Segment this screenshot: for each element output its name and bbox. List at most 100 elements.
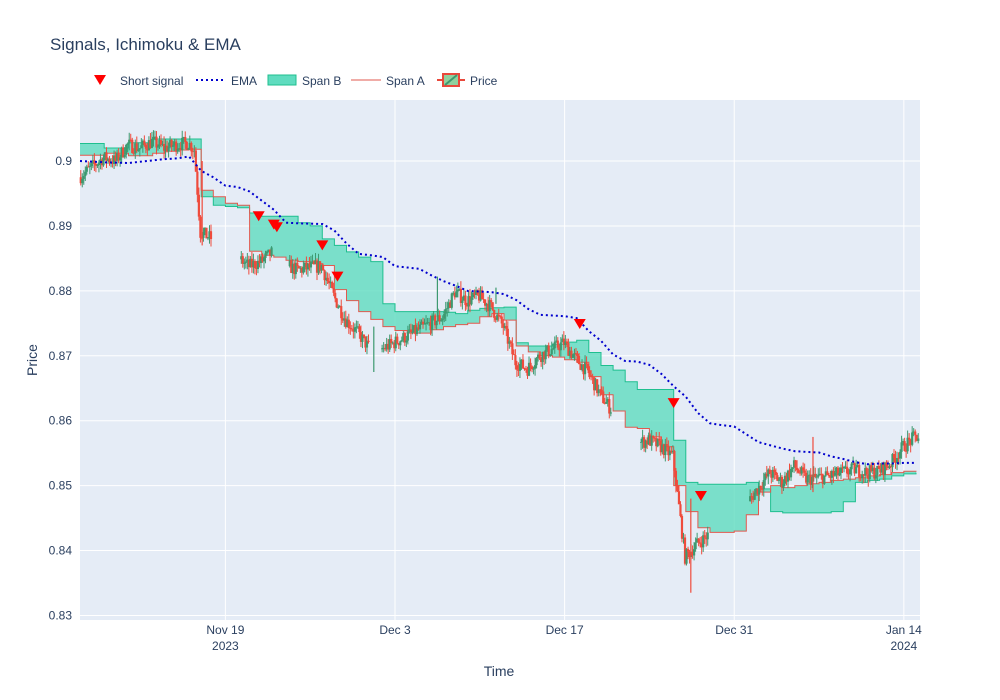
legend-item-span-b[interactable]: Span B <box>267 74 341 88</box>
candle-body <box>526 369 529 376</box>
candle-body <box>96 165 99 166</box>
candle-body <box>517 369 520 371</box>
candle-body <box>91 160 94 164</box>
candle-body <box>647 435 650 445</box>
candle-body <box>549 354 552 356</box>
candle-body <box>593 377 596 391</box>
candle-body <box>187 148 190 150</box>
legend-label-short-signal: Short signal <box>120 74 183 88</box>
candle-body <box>541 351 544 363</box>
candle-body <box>759 485 762 490</box>
candle-body <box>780 476 784 488</box>
short-signal-marker <box>270 222 283 233</box>
candle-body <box>308 263 311 268</box>
candle-body <box>573 353 576 355</box>
candle-body <box>665 444 668 446</box>
candle-body <box>144 144 147 149</box>
candle-body <box>590 375 593 377</box>
candle-body <box>241 256 244 264</box>
candle-body <box>652 435 655 438</box>
candle-body <box>850 463 853 470</box>
candle-body <box>355 326 358 328</box>
candle-body <box>491 302 494 311</box>
candle-body <box>643 437 646 448</box>
candle-body <box>156 146 160 148</box>
candle-body <box>641 437 644 442</box>
candle-body <box>558 347 561 351</box>
candle-body <box>194 150 197 172</box>
legend-fill-icon <box>267 74 297 86</box>
candle-body <box>467 296 470 307</box>
candle-body <box>477 294 481 301</box>
candle-body <box>533 365 537 369</box>
candle-body <box>158 140 161 147</box>
candle-body <box>908 437 911 440</box>
cloud-layer <box>80 138 917 533</box>
candle-body <box>844 466 847 468</box>
candle-body <box>646 440 649 445</box>
candle-body <box>341 318 344 321</box>
candle-body <box>818 473 821 476</box>
candle-body <box>576 353 579 356</box>
candle-body <box>149 140 152 148</box>
candle-body <box>329 281 332 284</box>
y-axis-title: Price <box>24 344 40 376</box>
candle-body <box>485 303 488 306</box>
candle-body <box>252 261 255 268</box>
candle-body <box>680 515 684 539</box>
legend-item-short-signal[interactable]: Short signal <box>94 74 183 88</box>
candle-body <box>530 366 534 370</box>
candle-body <box>176 148 179 152</box>
candle-body <box>586 364 590 371</box>
candle-body <box>94 163 98 166</box>
candle-body <box>305 262 308 270</box>
candle-body <box>559 342 562 351</box>
candle-body <box>898 451 902 459</box>
legend-item-ema[interactable]: EMA <box>196 74 257 88</box>
candle-body <box>544 349 547 360</box>
candle-body <box>164 145 167 151</box>
candle-body <box>515 365 519 370</box>
candle-body <box>671 450 674 453</box>
candle-body <box>338 306 341 308</box>
plot-area[interactable] <box>80 100 920 620</box>
candle-body <box>879 468 882 473</box>
candle-body <box>152 136 155 139</box>
candle-body <box>356 326 359 328</box>
candle-body <box>805 472 808 483</box>
candle-body <box>358 326 361 333</box>
candle-body <box>203 227 207 232</box>
legend-item-price[interactable]: Price <box>437 73 498 88</box>
candle-body <box>691 551 694 556</box>
candle-body <box>328 280 331 284</box>
candle-body <box>683 537 687 564</box>
candle-body <box>870 465 873 472</box>
candle-body <box>799 472 802 474</box>
candle-body <box>585 362 588 365</box>
candle-body <box>258 260 261 264</box>
candle-body <box>408 329 411 332</box>
short-signal-marker <box>573 318 586 329</box>
candle-body <box>761 489 764 490</box>
candle-body <box>326 277 329 281</box>
candle-body <box>106 158 110 161</box>
candle-body <box>823 475 826 484</box>
legend-item-span-a[interactable]: Span A <box>351 74 425 88</box>
candle-body <box>438 315 441 322</box>
candle-body <box>583 362 587 375</box>
candle-body <box>244 261 247 263</box>
candle-body <box>490 300 493 303</box>
candle-body <box>414 325 417 335</box>
candle-body <box>309 262 313 268</box>
candle-body <box>208 231 211 238</box>
candle-body <box>656 438 659 447</box>
candle-body <box>821 474 824 484</box>
candle-body <box>767 469 770 477</box>
candle-body <box>811 476 814 485</box>
candle-body <box>190 142 193 152</box>
candle-body <box>679 504 682 516</box>
candle-body <box>493 310 496 318</box>
candle-body <box>820 473 823 475</box>
candle-body <box>424 322 428 324</box>
candle-body <box>393 342 396 349</box>
